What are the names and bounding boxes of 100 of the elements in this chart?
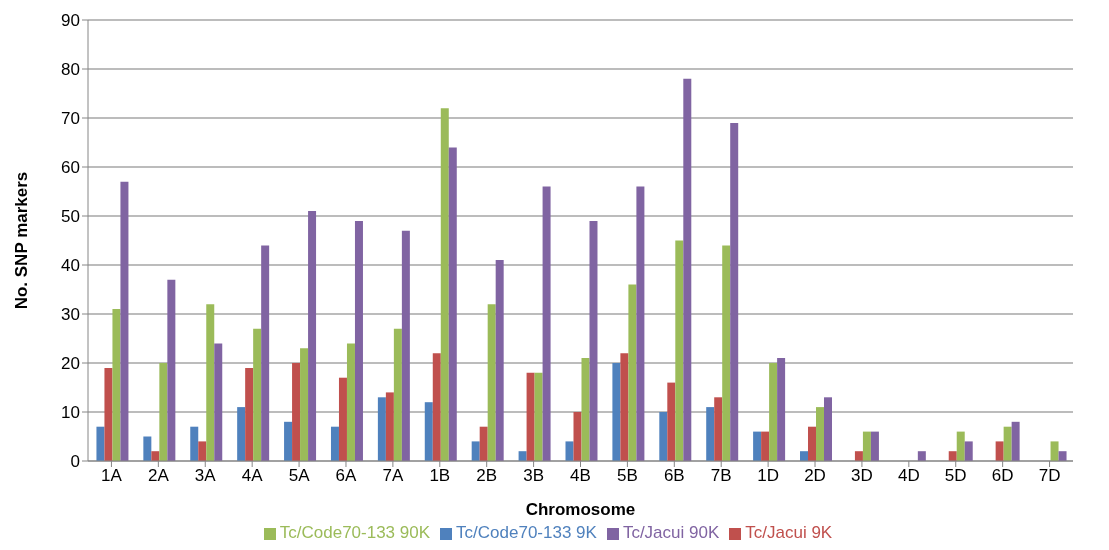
bar	[542, 186, 551, 461]
bar	[1050, 441, 1059, 461]
bar	[620, 353, 629, 461]
bar	[761, 431, 770, 461]
bar	[518, 451, 527, 461]
bar	[214, 343, 223, 461]
x-tick-label: 3D	[851, 466, 873, 486]
bar	[385, 392, 394, 461]
y-tick-label: 40	[61, 256, 80, 276]
bar	[96, 426, 105, 461]
bar	[487, 304, 496, 461]
bar	[190, 426, 199, 461]
y-tick-label: 10	[61, 403, 80, 423]
bar	[338, 377, 347, 461]
y-tick-label: 90	[61, 11, 80, 31]
bar	[1003, 426, 1012, 461]
bar	[526, 372, 535, 461]
bar	[448, 147, 457, 461]
bar	[104, 367, 113, 461]
bar	[143, 436, 152, 461]
bar	[612, 363, 621, 461]
x-tick-label: 7A	[382, 466, 404, 486]
bar	[495, 260, 504, 461]
bar	[956, 431, 965, 461]
bar	[159, 363, 168, 461]
bar	[245, 367, 254, 461]
bar	[769, 363, 778, 461]
bar	[206, 304, 215, 461]
x-axis-title: Chromosome	[525, 500, 636, 519]
x-tick-label: 3A	[194, 466, 217, 486]
bar	[330, 426, 339, 461]
x-tick-label: 1D	[757, 466, 779, 486]
bar	[1058, 451, 1067, 461]
bar	[714, 397, 723, 461]
y-tick-label: 60	[61, 158, 80, 178]
legend-label: Tc/Jacui 9K	[745, 523, 833, 542]
bar	[862, 431, 871, 461]
bar	[308, 211, 317, 461]
bar	[589, 220, 598, 461]
bar	[816, 407, 825, 461]
y-tick-label: 70	[61, 109, 80, 129]
y-tick-label: 80	[61, 60, 80, 80]
bar	[393, 328, 402, 461]
bar	[675, 240, 684, 461]
x-tick-label: 2D	[804, 466, 826, 486]
x-tick-label: 2A	[147, 466, 170, 486]
x-tick-label: 6B	[663, 466, 685, 486]
legend-label: Tc/Jacui 90K	[622, 523, 720, 542]
bar	[1011, 421, 1020, 461]
bar	[261, 245, 270, 461]
bar	[401, 230, 410, 461]
bar	[808, 426, 817, 461]
bar	[659, 412, 668, 461]
bar	[120, 181, 129, 461]
y-tick-label: 0	[70, 452, 80, 472]
x-tick-label: 3B	[523, 466, 544, 486]
bar	[432, 353, 441, 461]
bar	[722, 245, 731, 461]
bar	[995, 441, 1004, 461]
bar	[198, 441, 207, 461]
x-tick-label: 4B	[570, 466, 591, 486]
x-tick-label: 1A	[101, 466, 123, 486]
y-axis-title: No. SNP markers	[12, 171, 32, 310]
x-tick-label: 5D	[944, 466, 967, 486]
bar	[237, 407, 246, 461]
x-tick-label: 5A	[288, 466, 311, 486]
bar	[706, 407, 715, 461]
bar	[667, 382, 676, 461]
bar	[777, 358, 786, 461]
bar	[151, 451, 160, 461]
y-tick-label: 50	[61, 207, 80, 227]
bar	[870, 431, 879, 461]
bar	[824, 397, 833, 461]
bar	[730, 122, 739, 461]
bar	[683, 78, 692, 461]
bar	[424, 402, 433, 461]
bar	[284, 421, 293, 461]
bar	[112, 309, 121, 461]
bar	[354, 220, 363, 461]
x-tick-label: 6A	[335, 466, 358, 486]
bar	[346, 343, 355, 461]
bar	[565, 441, 574, 461]
bar	[628, 284, 637, 461]
x-tick-label: 2B	[476, 466, 498, 486]
bar	[573, 412, 582, 461]
bar	[636, 186, 645, 461]
x-tick-label: 6D	[991, 466, 1014, 486]
bar	[253, 328, 262, 461]
y-tick-label: 20	[61, 354, 80, 374]
legend-label: Tc/Code70-133 90K	[279, 523, 431, 542]
bar	[440, 108, 449, 461]
bar	[964, 441, 973, 461]
bar	[854, 451, 863, 461]
x-tick-label: 1B	[429, 466, 451, 486]
bar	[471, 441, 480, 461]
bar	[534, 372, 543, 461]
x-tick-label: 4A	[241, 466, 264, 486]
x-tick-label: 7B	[710, 466, 732, 486]
bar	[167, 279, 176, 461]
x-tick-label: 7D	[1038, 466, 1061, 486]
